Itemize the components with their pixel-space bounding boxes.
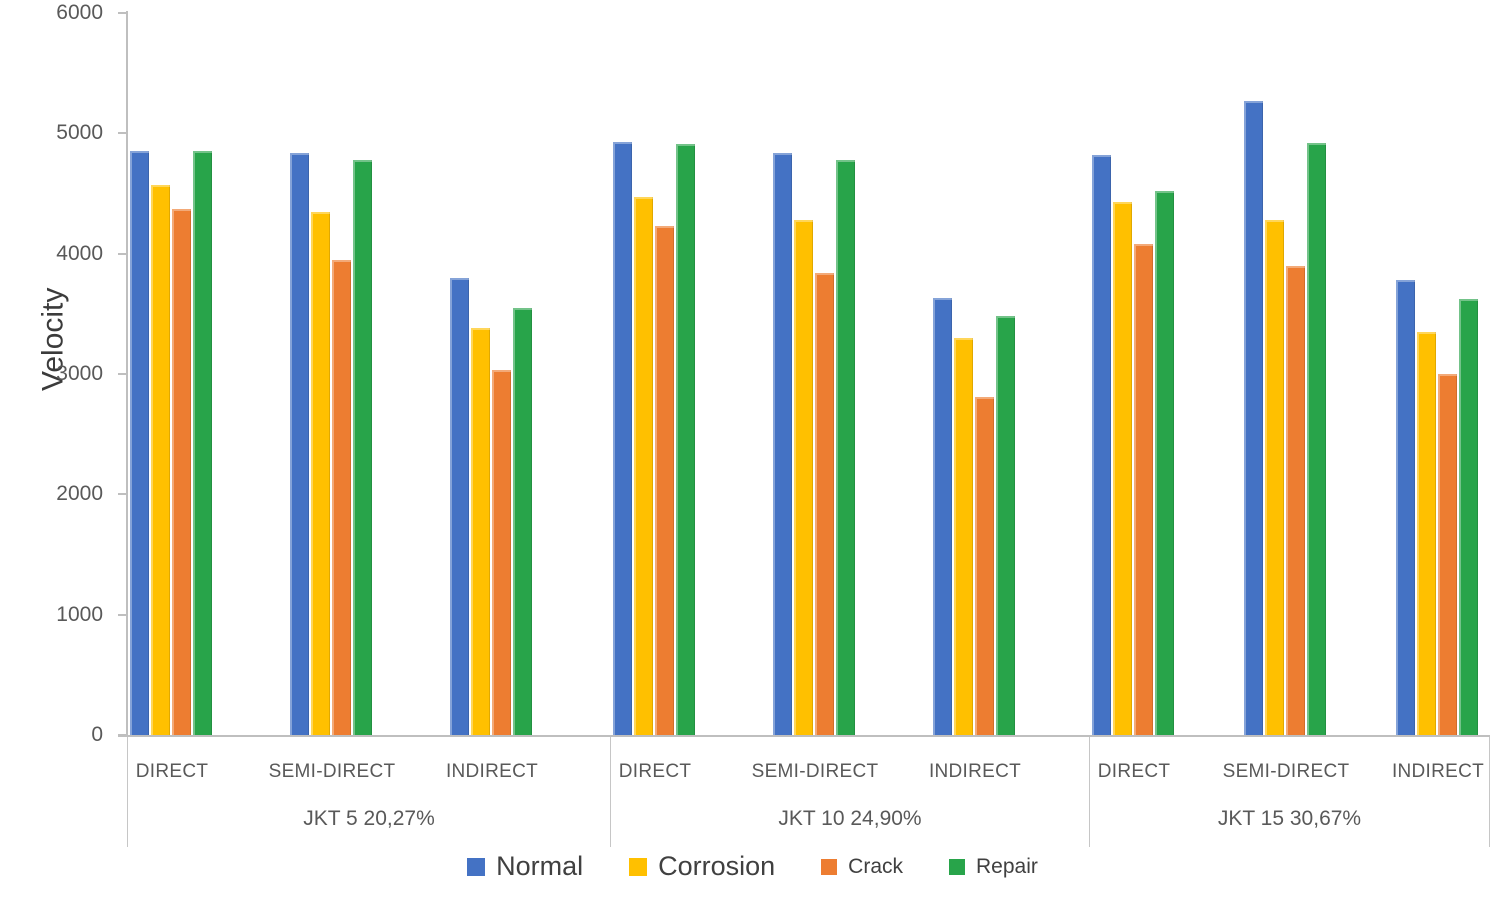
y-tick-label: 5000 bbox=[56, 121, 103, 145]
y-tick-label: 6000 bbox=[56, 1, 103, 24]
cluster-direct bbox=[613, 13, 695, 735]
bar-normal-semi-direct bbox=[1244, 100, 1263, 735]
y-tick-mark bbox=[118, 613, 127, 616]
legend-label: Normal bbox=[496, 851, 584, 881]
bar-repair-semi-direct bbox=[353, 159, 372, 735]
cluster-direct bbox=[130, 13, 212, 735]
y-tick-label: 3000 bbox=[56, 362, 103, 385]
group-label: JKT 15 30,67% bbox=[1217, 807, 1362, 830]
bar-normal-direct bbox=[1092, 155, 1111, 735]
legend-item-normal: Normal bbox=[467, 851, 583, 882]
y-tick-label: 0 bbox=[91, 723, 103, 746]
plot-group-jkt-5-20-27- bbox=[127, 13, 610, 735]
bar-repair-semi-direct bbox=[1307, 142, 1326, 735]
bar-crack-indirect bbox=[975, 396, 994, 735]
bar-corrosion-direct bbox=[1113, 201, 1132, 735]
bar-normal-indirect bbox=[933, 298, 952, 735]
category-label: DIRECT bbox=[1097, 761, 1171, 782]
bar-repair-indirect bbox=[1459, 299, 1478, 735]
bar-repair-indirect bbox=[513, 307, 532, 735]
legend: Normal Corrosion Crack Repair bbox=[0, 851, 1505, 882]
legend-label: Repair bbox=[976, 854, 1038, 878]
bar-crack-direct bbox=[172, 209, 191, 735]
y-tick-mark bbox=[118, 493, 127, 496]
bar-normal-indirect bbox=[450, 277, 469, 735]
y-axis: 0 1000 2000 3000 4000 5000 6000 bbox=[0, 0, 127, 899]
category-label: INDIRECT bbox=[928, 761, 1022, 782]
bar-crack-semi-direct bbox=[1286, 265, 1305, 735]
bar-repair-direct bbox=[193, 151, 212, 735]
group-label: JKT 10 24,90% bbox=[778, 807, 922, 830]
category-label: SEMI-DIRECT bbox=[1222, 761, 1350, 782]
group-label: JKT 5 20,27% bbox=[303, 807, 435, 830]
category-label: DIRECT bbox=[135, 761, 209, 782]
legend-swatch-corrosion-icon bbox=[629, 857, 648, 876]
y-axis-line bbox=[126, 11, 128, 737]
cluster-indirect bbox=[933, 13, 1015, 735]
legend-item-crack: Crack bbox=[821, 855, 903, 879]
legend-label: Crack bbox=[848, 854, 904, 878]
bar-corrosion-semi-direct bbox=[311, 211, 330, 735]
bar-corrosion-semi-direct bbox=[794, 219, 813, 735]
plot-area bbox=[127, 13, 1490, 735]
bar-corrosion-indirect bbox=[1417, 331, 1436, 735]
legend-swatch-crack-icon bbox=[821, 858, 838, 875]
bar-crack-semi-direct bbox=[815, 272, 834, 735]
y-tick-label: 1000 bbox=[56, 602, 103, 626]
legend-item-repair: Repair bbox=[949, 855, 1038, 879]
bar-crack-semi-direct bbox=[332, 259, 351, 735]
bar-crack-direct bbox=[1134, 244, 1153, 735]
legend-item-corrosion: Corrosion bbox=[629, 851, 775, 882]
bar-corrosion-semi-direct bbox=[1265, 219, 1284, 735]
bar-crack-direct bbox=[655, 226, 674, 735]
legend-swatch-repair-icon bbox=[949, 858, 966, 875]
bar-corrosion-indirect bbox=[954, 337, 973, 735]
category-label: INDIRECT bbox=[445, 761, 539, 782]
cluster-indirect bbox=[450, 13, 532, 735]
bar-normal-semi-direct bbox=[290, 152, 309, 735]
bar-normal-direct bbox=[613, 141, 632, 735]
bar-normal-indirect bbox=[1396, 280, 1415, 735]
cluster-semi-direct bbox=[1244, 13, 1326, 735]
cluster-semi-direct bbox=[290, 13, 372, 735]
bar-crack-indirect bbox=[1438, 374, 1457, 735]
plot-group-jkt-10-24-90- bbox=[610, 13, 1089, 735]
cluster-indirect bbox=[1396, 13, 1478, 735]
bar-repair-direct bbox=[1155, 191, 1174, 735]
y-tick-mark bbox=[118, 132, 127, 135]
bar-corrosion-indirect bbox=[471, 328, 490, 735]
category-label: SEMI-DIRECT bbox=[751, 761, 879, 782]
y-tick-mark bbox=[118, 12, 127, 14]
bar-crack-indirect bbox=[492, 370, 511, 735]
plot-group-jkt-15-30-67- bbox=[1089, 13, 1490, 735]
bar-repair-direct bbox=[676, 144, 695, 735]
category-label: SEMI-DIRECT bbox=[268, 761, 396, 782]
bar-normal-semi-direct bbox=[773, 152, 792, 735]
y-tick-mark bbox=[118, 252, 127, 255]
cluster-direct bbox=[1092, 13, 1174, 735]
category-label: DIRECT bbox=[618, 761, 692, 782]
category-label: INDIRECT bbox=[1391, 761, 1485, 782]
x-axis-labels: DIRECT SEMI-DIRECT INDIRECT JKT 5 20,27% DIR… bbox=[127, 737, 1490, 847]
x-group-jkt-5-20-27-: DIRECT SEMI-DIRECT INDIRECT JKT 5 20,27% bbox=[127, 737, 610, 847]
bar-corrosion-direct bbox=[151, 185, 170, 735]
legend-swatch-normal-icon bbox=[467, 857, 486, 876]
x-group-jkt-10-24-90-: DIRECT SEMI-DIRECT INDIRECT JKT 10 24,90% bbox=[610, 737, 1089, 847]
x-group-jkt-15-30-67-: DIRECT SEMI-DIRECT INDIRECT JKT 15 30,67% bbox=[1089, 737, 1490, 847]
x-axis-line bbox=[118, 735, 1490, 737]
bar-corrosion-direct bbox=[634, 197, 653, 735]
bar-repair-indirect bbox=[996, 316, 1015, 735]
bar-normal-direct bbox=[130, 151, 149, 735]
y-tick-mark bbox=[118, 373, 127, 375]
y-tick-label: 4000 bbox=[56, 241, 103, 265]
bar-repair-semi-direct bbox=[836, 159, 855, 735]
y-tick-label: 2000 bbox=[56, 482, 103, 506]
cluster-semi-direct bbox=[773, 13, 855, 735]
legend-label: Corrosion bbox=[658, 851, 776, 881]
